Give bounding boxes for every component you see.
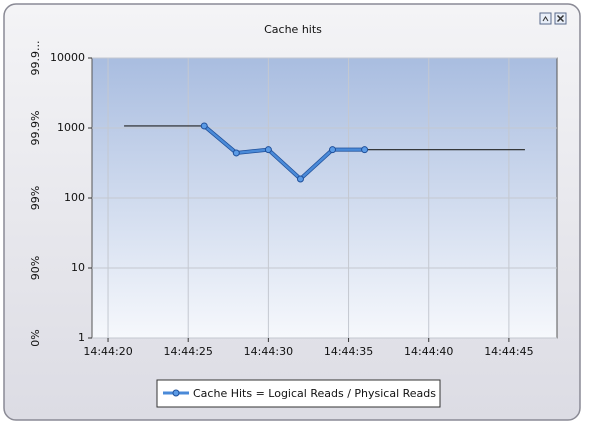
x-tick-label: 14:44:40 [404,345,453,358]
y-tick-label: 1000 [57,121,85,134]
percent-label: 90% [29,256,42,280]
legend-label: Cache Hits = Logical Reads / Physical Re… [193,387,436,400]
x-tick-label: 14:44:25 [164,345,213,358]
point [200,122,208,130]
point [264,146,272,154]
point [232,149,240,157]
maximize-button[interactable] [539,12,552,25]
y-tick-label: 1 [78,331,85,344]
percent-label: 0% [29,329,42,346]
percent-label: 99.9... [29,41,42,76]
point [296,175,304,183]
y-tick-label: 10000 [50,51,85,64]
percent-label: 99.9% [29,111,42,146]
x-tick-label: 14:44:30 [244,345,293,358]
close-button[interactable] [554,12,567,25]
legend [156,379,441,408]
y-tick-label: 100 [64,191,85,204]
point [361,146,369,154]
percent-label: 99% [29,186,42,210]
x-tick-label: 14:44:35 [324,345,373,358]
x-tick-label: 14:44:20 [83,345,132,358]
x-tick-label: 14:44:45 [484,345,533,358]
chart-title: Cache hits [264,23,322,36]
series-line [203,124,365,181]
point [329,146,337,154]
y-tick-label: 10 [71,261,85,274]
legend-marker [172,389,180,397]
